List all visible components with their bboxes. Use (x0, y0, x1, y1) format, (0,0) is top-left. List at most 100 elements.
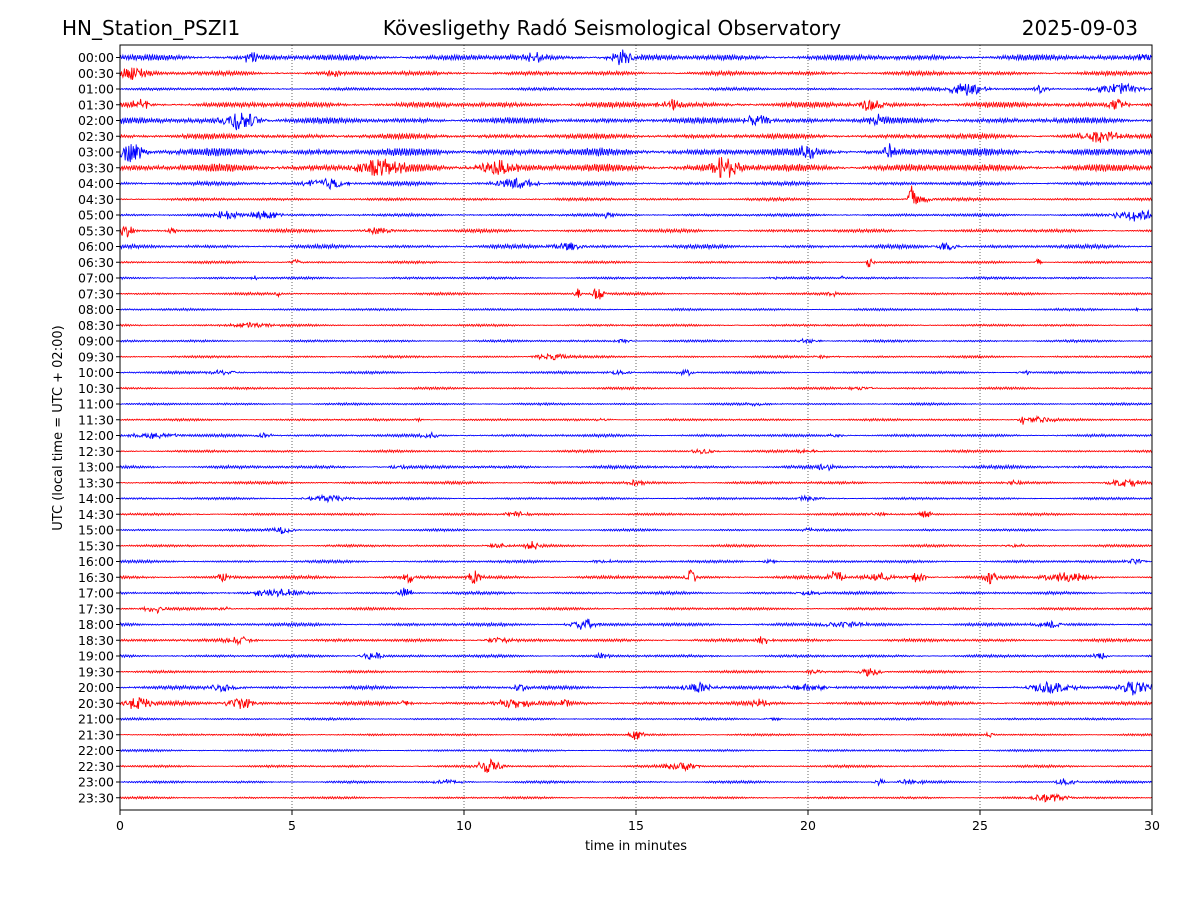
trace-row (119, 131, 1153, 143)
y-tick-label: 16:30 (78, 570, 114, 585)
y-tick-label: 22:00 (78, 743, 114, 758)
y-tick-label: 03:30 (78, 160, 114, 175)
station-name: HN_Station_PSZI1 (62, 16, 240, 40)
y-tick-labels: 00:0000:3001:0001:3002:0002:3003:0003:30… (78, 50, 120, 805)
trace-row (119, 558, 1153, 566)
trace-row (119, 275, 1153, 281)
trace-row (119, 177, 1153, 191)
x-tick-label: 30 (1144, 818, 1160, 833)
y-tick-label: 14:30 (78, 507, 114, 522)
trace-row (119, 321, 1153, 329)
trace-row (119, 257, 1153, 268)
y-axis-label: UTC (local time = UTC + 02:00) (51, 325, 66, 530)
y-tick-label: 10:30 (78, 381, 114, 396)
y-tick-label: 14:00 (78, 491, 114, 506)
y-tick-label: 20:00 (78, 680, 114, 695)
y-tick-label: 22:30 (78, 759, 114, 774)
y-tick-label: 05:00 (78, 208, 114, 223)
trace-row (119, 635, 1153, 647)
trace-row (119, 493, 1153, 504)
y-tick-label: 11:00 (78, 397, 114, 412)
y-tick-label: 21:30 (78, 727, 114, 742)
y-tick-label: 18:00 (78, 617, 114, 632)
y-tick-label: 06:00 (78, 239, 114, 254)
y-tick-label: 03:00 (78, 145, 114, 160)
trace-row (119, 401, 1153, 407)
trace-row (119, 618, 1153, 630)
trace-row (120, 748, 1153, 753)
y-tick-label: 02:00 (78, 113, 114, 128)
x-tick-label: 20 (800, 818, 816, 833)
trace-row (119, 447, 1153, 455)
y-tick-label: 07:00 (78, 271, 114, 286)
trace-row (119, 306, 1153, 313)
trace-row (119, 478, 1153, 487)
seismic-traces (119, 49, 1153, 803)
y-tick-label: 06:30 (78, 255, 114, 270)
trace-row (119, 414, 1153, 425)
trace-row (119, 287, 1153, 300)
y-tick-label: 19:30 (78, 664, 114, 679)
trace-row (119, 526, 1153, 535)
y-tick-label: 16:00 (78, 554, 114, 569)
y-tick-label: 13:30 (78, 475, 114, 490)
y-tick-label: 04:30 (78, 192, 114, 207)
chart-title: Kövesligethy Radó Seismological Observat… (383, 16, 841, 40)
y-tick-label: 07:30 (78, 286, 114, 301)
trace-row (119, 67, 1153, 80)
trace-row (119, 368, 1153, 377)
y-tick-label: 02:30 (78, 129, 114, 144)
y-tick-label: 12:00 (78, 428, 114, 443)
y-tick-label: 08:30 (78, 318, 114, 333)
trace-row (119, 680, 1153, 696)
y-tick-label: 23:30 (78, 790, 114, 805)
trace-row (119, 185, 1153, 205)
y-tick-label: 01:30 (78, 97, 114, 112)
trace-row (119, 587, 1153, 598)
y-tick-label: 01:00 (78, 82, 114, 97)
trace-row (119, 225, 1153, 238)
y-tick-label: 04:00 (78, 176, 114, 191)
trace-row (119, 605, 1153, 615)
y-tick-label: 00:30 (78, 66, 114, 81)
trace-row (119, 157, 1153, 178)
y-tick-label: 23:00 (78, 775, 114, 790)
x-tick-label: 10 (456, 818, 472, 833)
trace-row (119, 143, 1153, 163)
trace-row (119, 510, 1153, 518)
y-tick-label: 08:00 (78, 302, 114, 317)
chart-date: 2025-09-03 (1022, 16, 1138, 40)
trace-row (119, 82, 1153, 96)
grid-lines (291, 45, 981, 810)
trace-row (119, 792, 1153, 803)
trace-row (119, 777, 1153, 787)
x-tick-label: 15 (628, 818, 644, 833)
y-tick-label: 19:00 (78, 649, 114, 664)
trace-row (119, 209, 1153, 222)
y-tick-label: 15:30 (78, 538, 114, 553)
trace-row (119, 385, 1153, 392)
trace-row (119, 112, 1153, 131)
trace-row (119, 463, 1153, 472)
y-tick-label: 18:30 (78, 633, 114, 648)
trace-row (119, 697, 1153, 710)
trace-row (119, 430, 1153, 440)
trace-row (119, 337, 1153, 345)
y-tick-label: 09:30 (78, 349, 114, 364)
y-tick-label: 20:30 (78, 696, 114, 711)
trace-row (119, 352, 1152, 361)
trace-row (119, 668, 1153, 677)
x-tick-labels: 0 5 10 15 20 25 30 (116, 810, 1160, 833)
x-tick-label: 0 (116, 818, 124, 833)
y-tick-label: 21:00 (78, 712, 114, 727)
y-tick-label: 11:30 (78, 412, 114, 427)
y-tick-label: 17:30 (78, 601, 114, 616)
y-tick-label: 17:00 (78, 586, 114, 601)
y-tick-label: 05:30 (78, 223, 114, 238)
trace-row (119, 541, 1153, 550)
trace-row (119, 758, 1153, 773)
y-tick-label: 13:00 (78, 460, 114, 475)
y-tick-label: 12:30 (78, 444, 114, 459)
trace-row (119, 49, 1153, 66)
